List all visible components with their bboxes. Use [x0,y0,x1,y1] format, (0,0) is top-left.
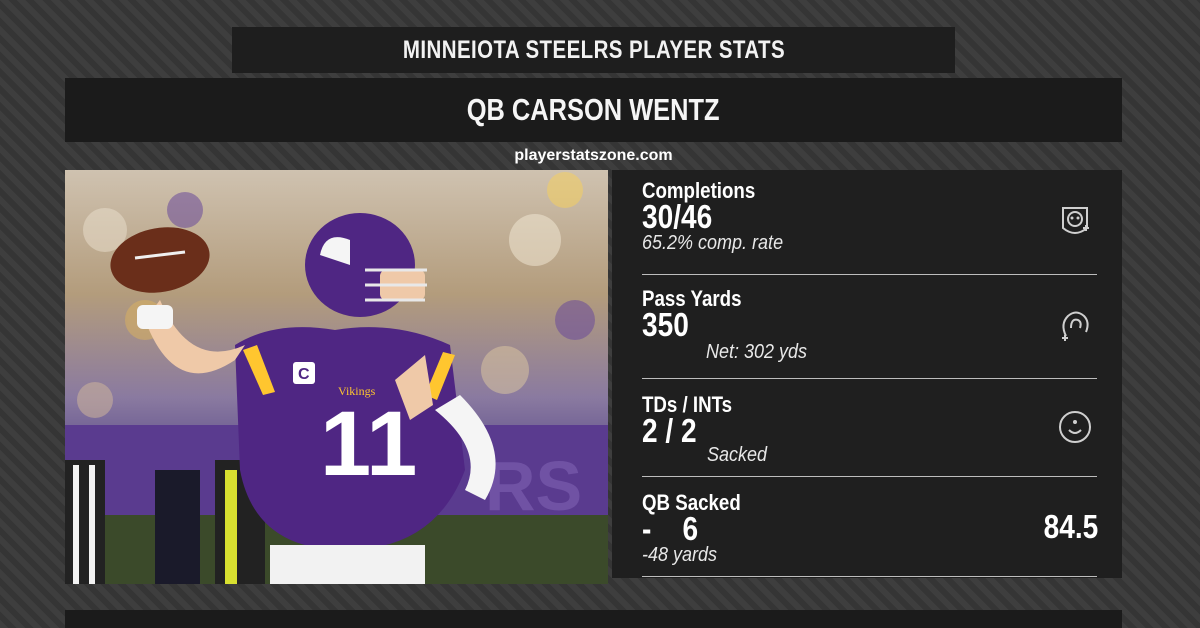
player-photo: RS 11 Vikings C [65,170,608,584]
page-title: MINNEIOTA STEELRS PLAYER STATS [402,35,785,64]
stat-sub: 65.2% comp. rate [642,232,784,254]
player-name-bar: QB CARSON WENTZ [65,78,1122,142]
player-photo-illustration: RS 11 Vikings C [65,170,608,584]
stat-sub: Net: 302 yds [706,341,808,363]
stat-label: Pass Yards [642,286,742,311]
stat-completions: Completions 30/46 65.2% comp. rate [642,178,1097,255]
divider [642,274,1097,275]
svg-text:RS: RS [485,447,582,525]
stat-sub: -48 yards [642,544,718,566]
captain-patch: C [298,366,310,383]
jersey-number: 11 [320,393,417,495]
stat-label: QB Sacked [642,490,741,515]
divider [642,378,1097,379]
stat-label: Completions [642,178,756,203]
stat-tds-ints: TDs / INTs 2 / 2 Sacked [642,392,1097,466]
page-title-bar: MINNEIOTA STEELRS PLAYER STATS [232,27,955,73]
bottom-bar [65,610,1122,628]
stat-pass-yards: Pass Yards 350 Net: 302 yds [642,286,1097,363]
player-name: QB CARSON WENTZ [467,92,720,127]
stats-panel: Completions 30/46 65.2% comp. rate Pass … [612,170,1122,578]
hand-rotate-icon [1062,311,1089,341]
site-url: playerstatszone.com [514,147,673,164]
helmet-badge-icon [1062,207,1089,234]
stat-value: - 6 [642,510,699,547]
smile-circle-icon [1059,411,1091,443]
divider [642,576,1097,577]
jersey-text: Vikings [338,384,376,398]
stat-label: TDs / INTs [642,392,733,417]
stat-qb-sacked: QB Sacked - 6 -48 yards [642,490,1097,567]
qb-rating-value: 84.5 [1043,508,1098,545]
divider [642,476,1097,477]
stat-sub: Sacked [707,444,768,466]
stat-value: 350 [642,306,689,343]
stat-value: 2 / 2 [642,412,697,449]
stat-value: 30/46 [642,198,713,235]
